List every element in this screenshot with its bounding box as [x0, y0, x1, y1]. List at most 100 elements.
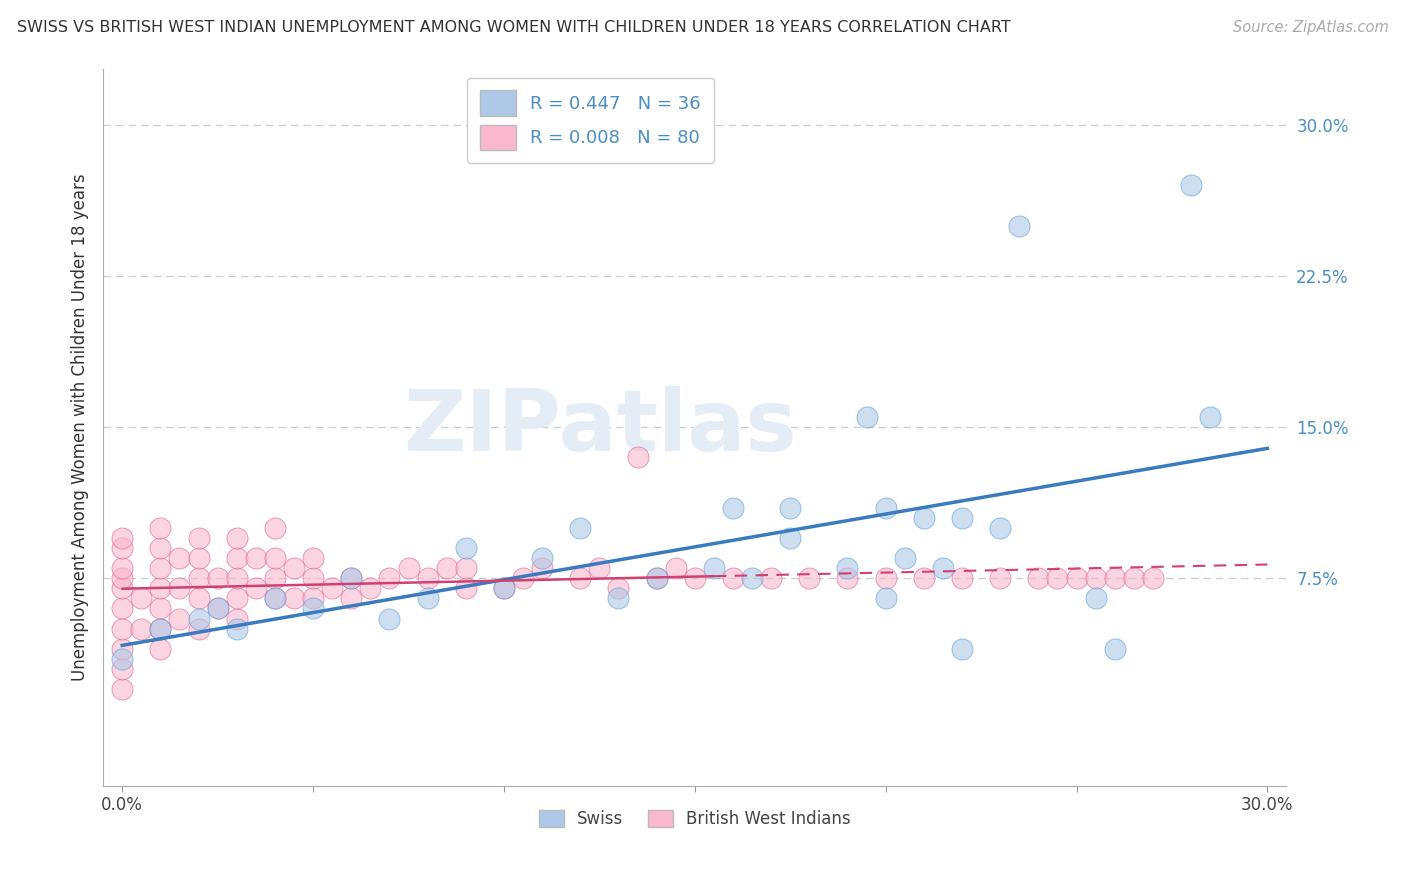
Point [264, 591, 287, 606]
Point [378, 611, 401, 625]
Point [454, 541, 477, 555]
Point [321, 582, 343, 596]
Point [988, 521, 1011, 535]
Point [1084, 591, 1107, 606]
Point [283, 561, 305, 575]
Point [187, 591, 209, 606]
Point [207, 571, 229, 585]
Point [340, 571, 363, 585]
Point [645, 571, 668, 585]
Point [569, 521, 592, 535]
Point [607, 591, 630, 606]
Point [398, 561, 420, 575]
Point [837, 561, 859, 575]
Text: ZIPatlas: ZIPatlas [404, 385, 797, 468]
Point [149, 601, 172, 615]
Point [187, 611, 209, 625]
Point [264, 591, 287, 606]
Point [378, 571, 401, 585]
Point [225, 571, 247, 585]
Point [721, 571, 744, 585]
Point [950, 571, 973, 585]
Point [1008, 219, 1031, 233]
Point [207, 601, 229, 615]
Point [665, 561, 688, 575]
Point [264, 521, 287, 535]
Point [1180, 178, 1202, 193]
Point [302, 601, 325, 615]
Point [855, 410, 877, 425]
Point [912, 511, 935, 525]
Point [169, 611, 191, 625]
Point [893, 551, 915, 566]
Point [207, 601, 229, 615]
Point [512, 571, 534, 585]
Point [169, 582, 191, 596]
Point [225, 611, 247, 625]
Legend: Swiss, British West Indians: Swiss, British West Indians [531, 804, 858, 835]
Point [1104, 571, 1126, 585]
Point [741, 571, 763, 585]
Text: SWISS VS BRITISH WEST INDIAN UNEMPLOYMENT AMONG WOMEN WITH CHILDREN UNDER 18 YEA: SWISS VS BRITISH WEST INDIAN UNEMPLOYMEN… [17, 20, 1011, 35]
Point [779, 531, 801, 545]
Point [340, 591, 363, 606]
Point [875, 591, 897, 606]
Point [129, 622, 152, 636]
Point [245, 551, 267, 566]
Point [950, 641, 973, 656]
Point [359, 582, 381, 596]
Point [1028, 571, 1050, 585]
Point [225, 551, 247, 566]
Point [129, 591, 152, 606]
Point [950, 511, 973, 525]
Point [531, 561, 554, 575]
Point [111, 622, 134, 636]
Point [799, 571, 821, 585]
Point [683, 571, 706, 585]
Point [454, 561, 477, 575]
Point [111, 541, 134, 555]
Y-axis label: Unemployment Among Women with Children Under 18 years: Unemployment Among Women with Children U… [72, 173, 89, 681]
Point [759, 571, 782, 585]
Point [149, 641, 172, 656]
Point [416, 591, 439, 606]
Point [302, 551, 325, 566]
Point [111, 662, 134, 676]
Point [187, 622, 209, 636]
Point [111, 601, 134, 615]
Point [837, 571, 859, 585]
Point [492, 582, 515, 596]
Point [340, 571, 363, 585]
Point [1142, 571, 1164, 585]
Point [454, 582, 477, 596]
Point [436, 561, 458, 575]
Point [111, 682, 134, 697]
Point [187, 551, 209, 566]
Point [932, 561, 955, 575]
Point [1084, 571, 1107, 585]
Point [111, 531, 134, 545]
Point [111, 641, 134, 656]
Point [149, 521, 172, 535]
Point [111, 652, 134, 666]
Point [149, 561, 172, 575]
Point [1199, 410, 1222, 425]
Point [1104, 641, 1126, 656]
Point [703, 561, 725, 575]
Point [779, 500, 801, 515]
Point [245, 582, 267, 596]
Point [111, 561, 134, 575]
Point [492, 582, 515, 596]
Point [225, 622, 247, 636]
Point [264, 551, 287, 566]
Point [187, 571, 209, 585]
Point [302, 571, 325, 585]
Point [1122, 571, 1144, 585]
Point [531, 551, 554, 566]
Point [1046, 571, 1069, 585]
Point [111, 582, 134, 596]
Point [875, 500, 897, 515]
Point [988, 571, 1011, 585]
Point [225, 591, 247, 606]
Point [283, 591, 305, 606]
